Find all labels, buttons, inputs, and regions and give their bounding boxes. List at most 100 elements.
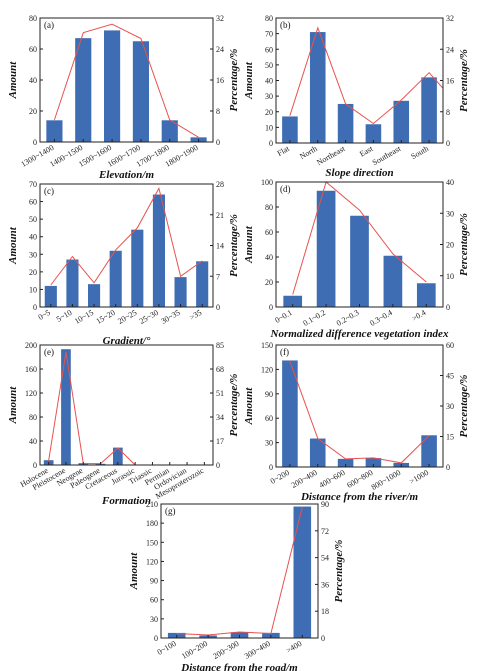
percentage-line	[176, 506, 303, 636]
x-tick-label: >0.4	[410, 308, 427, 323]
bar	[393, 100, 410, 143]
x-axis-title: Normalized difference vegetation index	[270, 328, 449, 340]
y2-tick-label: 18	[321, 607, 329, 616]
y2-tick-label: 36	[321, 580, 329, 589]
x-tick-label: 200~300	[211, 639, 240, 661]
bar	[309, 438, 326, 467]
y-tick-label: 50	[29, 215, 37, 224]
y2-tick-label: 32	[216, 14, 224, 23]
percentage-line	[292, 181, 427, 295]
y-tick-label: 0	[33, 303, 37, 312]
x-axis-title: Elevation/m	[98, 169, 154, 181]
y2-tick-label: 30	[446, 209, 454, 218]
bar	[46, 120, 63, 142]
panel-label: (b)	[280, 20, 291, 30]
y2-tick-label: 8	[216, 107, 220, 116]
y-tick-label: 30	[265, 439, 273, 448]
percentage-line	[289, 361, 430, 464]
bar	[104, 30, 121, 142]
y2-tick-label: 0	[216, 303, 220, 312]
bar	[75, 38, 92, 142]
y-tick-label: 20	[29, 107, 37, 116]
y2-tick-label: 72	[321, 527, 329, 536]
plot-frame	[275, 344, 444, 468]
x-tick-label: 800~1000	[370, 468, 402, 492]
x-tick-label: >400	[284, 639, 303, 655]
y2-tick-label: 7	[216, 272, 220, 281]
y-tick-label: 40	[265, 77, 273, 86]
bar	[383, 255, 403, 307]
bar	[421, 77, 437, 143]
bar	[132, 41, 149, 142]
y2-tick-label: 0	[446, 463, 450, 472]
y2-tick-label: 0	[216, 461, 220, 470]
chart-panel-e: 0408012016020001734516885HolocenePleisto…	[7, 341, 240, 507]
y-axis-title: Amount	[243, 61, 255, 100]
y2-tick-label: 16	[216, 76, 224, 85]
y2-tick-label: 60	[446, 341, 454, 350]
bar	[109, 250, 122, 307]
bar	[196, 261, 209, 307]
bar	[316, 190, 336, 307]
y-tick-label: 60	[265, 228, 273, 237]
x-axis-title: Slope direction	[325, 167, 393, 179]
plot-frame	[39, 17, 214, 143]
percentage-line	[48, 352, 205, 466]
y-axis-title: Amount	[7, 226, 19, 265]
y2-tick-label: 51	[216, 389, 224, 398]
x-tick-label: 10~15	[73, 308, 95, 326]
y-tick-label: 70	[265, 30, 273, 39]
y2-tick-label: 30	[446, 402, 454, 411]
bar	[350, 215, 369, 307]
y2-tick-label: 0	[446, 139, 450, 148]
x-tick-label: East	[358, 144, 375, 159]
bar	[293, 506, 312, 638]
y-tick-label: 30	[265, 92, 273, 101]
y-tick-label: 80	[265, 203, 273, 212]
y-tick-label: 80	[29, 413, 37, 422]
y2-axis-title: Percentage/%	[458, 49, 470, 112]
plot-frame	[39, 183, 214, 308]
y-tick-label: 40	[29, 76, 37, 85]
x-tick-label: 0~0.1	[273, 308, 293, 325]
y2-axis-title: Percentage/%	[228, 49, 240, 112]
percentage-line	[50, 187, 203, 286]
y-tick-label: 160	[25, 365, 37, 374]
y-tick-label: 10	[29, 285, 37, 294]
bar	[365, 124, 382, 143]
bar	[161, 120, 178, 142]
y2-tick-label: 24	[446, 45, 454, 54]
percentage-line	[53, 23, 199, 138]
y-tick-label: 40	[265, 253, 273, 262]
x-tick-label: Southeast	[371, 144, 403, 168]
y-tick-label: 60	[265, 414, 273, 423]
panel-label: (a)	[44, 20, 54, 30]
y2-tick-label: 20	[446, 241, 454, 250]
y-tick-label: 0	[269, 463, 273, 472]
y-tick-label: 20	[265, 278, 273, 287]
panel-label: (c)	[44, 186, 54, 196]
y2-tick-label: 28	[216, 180, 224, 189]
x-tick-label: Flat	[276, 144, 292, 158]
y2-tick-label: 54	[321, 554, 329, 563]
y-tick-label: 120	[146, 557, 158, 566]
y-axis-title: Amount	[128, 552, 140, 591]
bar	[421, 435, 437, 467]
bar	[152, 194, 165, 307]
y-tick-label: 40	[29, 233, 37, 242]
y2-tick-label: 24	[216, 45, 224, 54]
x-tick-label: >35	[188, 308, 203, 322]
bar	[337, 458, 354, 467]
x-tick-label: 0.3~0.4	[368, 308, 394, 328]
bar	[88, 284, 101, 307]
bar	[365, 458, 382, 467]
y2-tick-label: 16	[446, 77, 454, 86]
y2-tick-label: 0	[216, 138, 220, 147]
x-tick-label: 300~400	[243, 639, 272, 661]
y2-tick-label: 34	[216, 413, 224, 422]
y-tick-label: 60	[265, 45, 273, 54]
y2-axis-title: Percentage/%	[228, 374, 240, 437]
x-tick-label: 0.1~0.2	[302, 308, 328, 328]
y-tick-label: 30	[150, 615, 158, 624]
y-tick-label: 100	[261, 178, 273, 187]
